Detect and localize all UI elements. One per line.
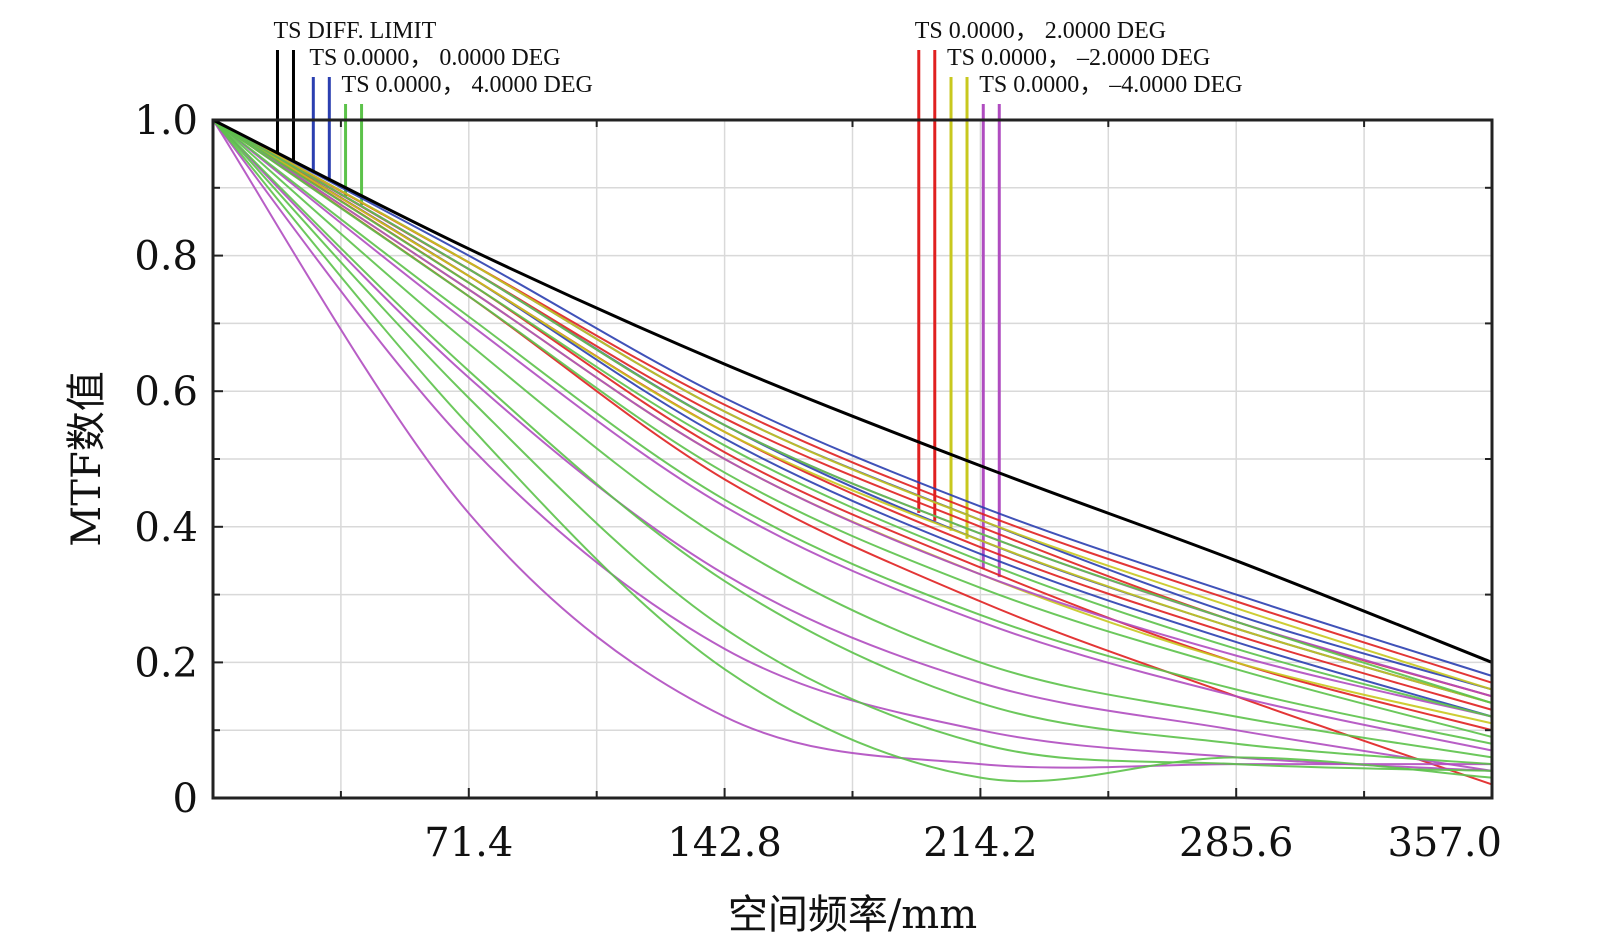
x-axis-ticks: 71.4 142.8 214.2 285.6 357.0 xyxy=(339,120,1502,866)
series-line-diff-limit xyxy=(212,118,1493,664)
series-line xyxy=(212,119,1493,772)
series-line xyxy=(212,119,1493,705)
series-line xyxy=(212,119,1493,738)
y-tick-label: 0.8 xyxy=(134,234,198,280)
legend-entry-label: TS 0.0000， 2.0000 DEG xyxy=(915,18,1166,44)
legend-entry-label: TS DIFF. LIMIT xyxy=(273,18,436,44)
series-line xyxy=(212,119,1493,677)
series-line xyxy=(212,119,1493,772)
grid xyxy=(213,120,1492,798)
y-axis-title: MTF数值 xyxy=(64,371,110,546)
y-tick-label: 0.4 xyxy=(134,505,198,551)
y-tick-label: 0 xyxy=(173,776,198,822)
x-tick-label: 214.2 xyxy=(923,820,1038,866)
legend-entry-label: TS 0.0000， –4.0000 DEG xyxy=(979,72,1242,98)
y-tick-label: 0.6 xyxy=(134,369,198,415)
series-line xyxy=(212,119,1493,759)
y-axis-ticks: 0 0.2 0.4 0.6 0.8 1.0 xyxy=(134,98,1492,822)
series-line xyxy=(212,119,1493,783)
x-tick-label: 357.0 xyxy=(1387,820,1502,866)
x-tick-label: 71.4 xyxy=(424,820,513,866)
legend-entry-label: TS 0.0000， 0.0000 DEG xyxy=(309,45,560,71)
series-line xyxy=(212,119,1493,745)
legend-entry-label: TS 0.0000， –2.0000 DEG xyxy=(947,45,1210,71)
series-line xyxy=(212,119,1493,705)
x-axis-title: 空间频率/mm xyxy=(728,892,977,938)
y-tick-label: 1.0 xyxy=(134,98,198,144)
series-line xyxy=(212,119,1493,691)
y-tick-label: 0.2 xyxy=(134,640,198,686)
series-line xyxy=(212,119,1493,752)
series-line xyxy=(212,119,1493,772)
series-line xyxy=(212,119,1493,718)
series-line xyxy=(212,119,1493,766)
series-group xyxy=(212,118,1493,786)
legend-entry-label: TS 0.0000， 4.0000 DEG xyxy=(342,72,593,98)
x-tick-label: 285.6 xyxy=(1179,820,1294,866)
series-line xyxy=(212,119,1493,718)
x-tick-label: 142.8 xyxy=(667,820,782,866)
